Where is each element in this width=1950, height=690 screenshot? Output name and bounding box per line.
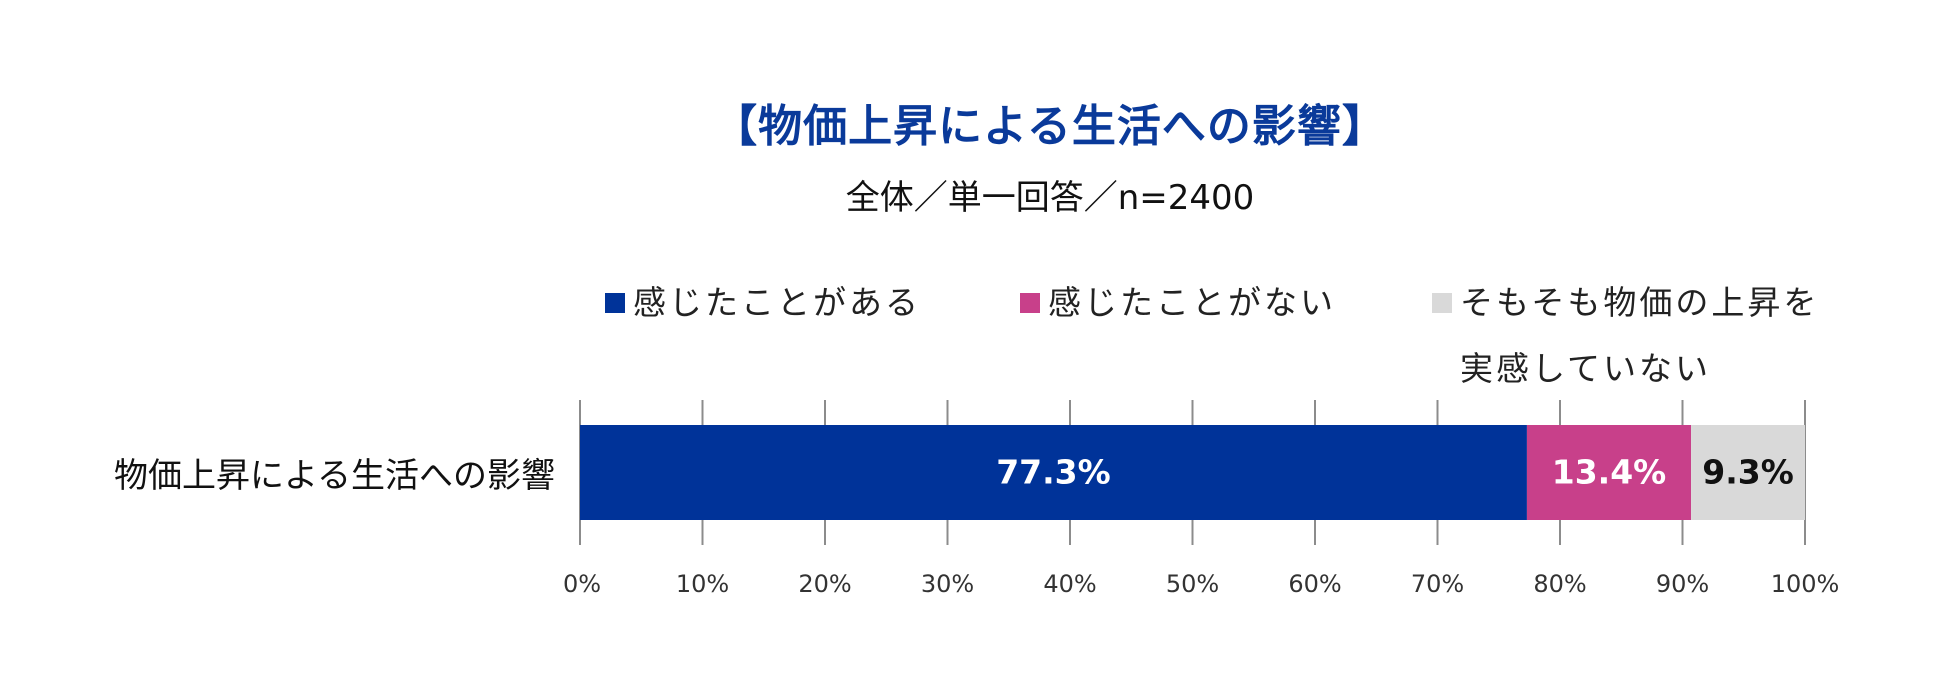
x-tick-label-8: 80% (1533, 570, 1586, 598)
x-tick-label-1: 10% (676, 570, 729, 598)
data-label-2: 9.3% (1702, 453, 1794, 492)
chart-subtitle: 全体／単一回答／n=2400 (845, 178, 1255, 218)
x-tick-label-3: 30% (921, 570, 974, 598)
bar-segment-2 (1691, 425, 1805, 520)
x-tick-label-9: 90% (1656, 570, 1709, 598)
legend-swatch-0 (605, 293, 625, 313)
x-tick-label-10: 100% (1771, 570, 1840, 598)
legend-item-0: 感じたことがある (605, 270, 921, 336)
data-label-0: 77.3% (996, 453, 1111, 492)
chart-title: 【物価上昇による生活への影響】 (713, 101, 1387, 152)
legend-item-1: 感じたことがない (1020, 270, 1336, 336)
x-tick-label-7: 70% (1411, 570, 1464, 598)
bar-segment-0 (580, 425, 1527, 520)
legend-label-1: 感じたことがない (1048, 283, 1336, 322)
data-label-1: 13.4% (1552, 453, 1667, 492)
x-tick-label-4: 40% (1043, 570, 1096, 598)
bar-segment-1 (1526, 425, 1692, 520)
legend-label-0: 感じたことがある (633, 283, 921, 322)
x-tick-label-2: 20% (798, 570, 851, 598)
x-tick-label-6: 60% (1288, 570, 1341, 598)
category-label-0: 物価上昇による生活への影響 (114, 456, 555, 496)
legend-label-2: そもそも物価の上昇を実感していない (1460, 283, 1820, 388)
legend-item-2: そもそも物価の上昇を実感していない (1432, 270, 1852, 402)
legend-swatch-1 (1020, 293, 1040, 313)
x-tick-label-0: 0% (563, 570, 601, 598)
legend-swatch-2 (1432, 293, 1452, 313)
x-tick-label-5: 50% (1166, 570, 1219, 598)
